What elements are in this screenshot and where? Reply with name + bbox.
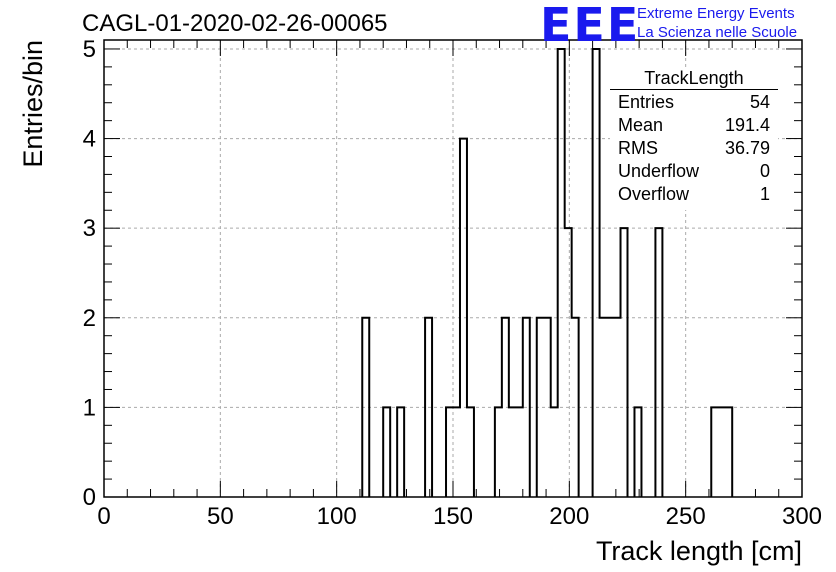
- histogram-bin: [467, 407, 474, 497]
- stats-label: Overflow: [618, 184, 690, 204]
- eee-logo: EEE: [540, 0, 641, 52]
- x-axis-label: Track length [cm]: [596, 536, 802, 566]
- histogram-bin: [621, 228, 628, 497]
- stats-value: 36.79: [724, 138, 770, 158]
- histogram-bin: [725, 407, 732, 497]
- histogram-bin: [509, 407, 516, 497]
- stats-value: 191.4: [724, 115, 770, 135]
- logo-subtitle-line2: La Scienza nelle Scuole: [637, 24, 798, 41]
- y-tick-label: 3: [83, 215, 96, 242]
- histogram-bin: [718, 407, 725, 497]
- histogram-bin: [383, 407, 390, 497]
- y-axis-label: Entries/bin: [18, 40, 48, 168]
- histogram-bin: [446, 407, 453, 497]
- stats-label: Underflow: [618, 161, 700, 181]
- x-tick-label: 50: [207, 503, 234, 530]
- x-tick-label: 100: [317, 503, 357, 530]
- y-tick-label: 2: [83, 305, 96, 332]
- stats-row-mean: Mean 191.4: [618, 115, 770, 137]
- stats-row-underflow: Underflow 0: [618, 161, 770, 183]
- logo-subtitle-line1: Extreme Energy Events: [637, 5, 795, 22]
- stats-value: 0: [759, 161, 770, 181]
- stats-label: Entries: [618, 92, 675, 112]
- stats-label: RMS: [618, 138, 658, 158]
- histogram-bin: [655, 228, 662, 497]
- x-tick-label: 250: [666, 503, 706, 530]
- histogram-bin: [453, 407, 460, 497]
- x-tick-label: 150: [433, 503, 473, 530]
- x-tick-label: 300: [782, 503, 822, 530]
- x-tick-label: 0: [97, 503, 110, 530]
- histogram-bin: [551, 407, 558, 497]
- stats-row-rms: RMS 36.79: [618, 138, 770, 160]
- y-tick-label: 5: [83, 36, 96, 63]
- histogram-bin: [634, 407, 641, 497]
- y-tick-label: 4: [83, 126, 96, 153]
- stats-value: 1: [759, 184, 770, 204]
- histogram-bin: [565, 228, 572, 497]
- x-tick-label: 200: [549, 503, 589, 530]
- stats-row-overflow: Overflow 1: [618, 184, 770, 206]
- plot-frame: [103, 39, 803, 498]
- y-tick-label: 1: [83, 394, 96, 421]
- histogram-bin: [495, 407, 502, 497]
- histogram-bin: [397, 407, 404, 497]
- stats-title: TrackLength: [644, 68, 744, 88]
- stats-value: 54: [749, 92, 770, 112]
- stats-label: Mean: [618, 115, 664, 135]
- histogram-bin: [516, 407, 523, 497]
- stats-row-entries: Entries 54: [618, 92, 770, 114]
- chart-title: CAGL-01-2020-02-26-00065: [82, 10, 388, 37]
- histogram-bin: [558, 49, 565, 497]
- y-tick-label: 0: [83, 484, 96, 511]
- histogram-bin: [593, 49, 600, 497]
- stats-divider: [610, 89, 778, 90]
- histogram-bin: [711, 407, 718, 497]
- stats-box: TrackLength Entries 54 Mean 191.4 RMS 36…: [610, 68, 778, 210]
- histogram-outline: [361, 47, 734, 497]
